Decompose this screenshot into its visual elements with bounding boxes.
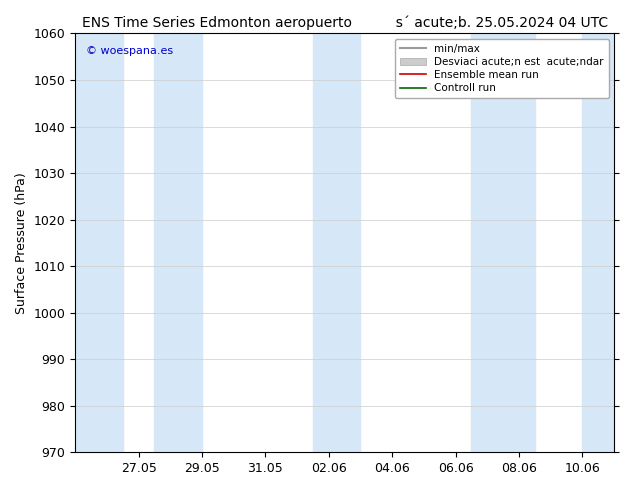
Text: © woespana.es: © woespana.es [86, 46, 173, 56]
Bar [583, 33, 614, 452]
Bar [472, 33, 535, 452]
Legend: min/max, Desviaci acute;n est  acute;ndar, Ensemble mean run, Controll run: min/max, Desviaci acute;n est acute;ndar… [394, 39, 609, 98]
Y-axis label: Surface Pressure (hPa): Surface Pressure (hPa) [15, 172, 28, 314]
Bar [75, 33, 123, 452]
Bar [313, 33, 361, 452]
Bar [155, 33, 202, 452]
Title: ENS Time Series Edmonton aeropuerto          s´ acute;b. 25.05.2024 04 UTC: ENS Time Series Edmonton aeropuerto s´ a… [82, 15, 608, 29]
